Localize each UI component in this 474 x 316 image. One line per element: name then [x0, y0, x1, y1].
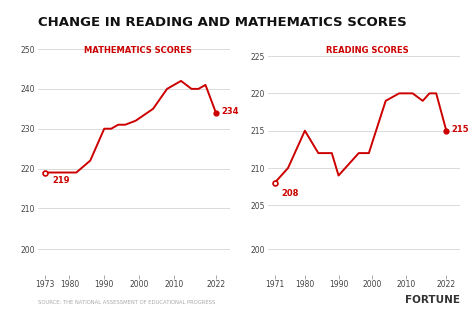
- Text: 219: 219: [52, 176, 69, 185]
- Text: 208: 208: [281, 189, 299, 198]
- Text: CHANGE IN READING AND MATHEMATICS SCORES: CHANGE IN READING AND MATHEMATICS SCORES: [38, 16, 407, 29]
- Text: READING SCORES: READING SCORES: [326, 46, 409, 55]
- Text: 234: 234: [221, 107, 239, 117]
- Text: MATHEMATICS SCORES: MATHEMATICS SCORES: [84, 46, 191, 55]
- Text: SOURCE: THE NATIONAL ASSESSMENT OF EDUCATIONAL PROGRESS: SOURCE: THE NATIONAL ASSESSMENT OF EDUCA…: [38, 300, 215, 305]
- Text: FORTUNE: FORTUNE: [405, 295, 460, 305]
- Text: 215: 215: [451, 125, 469, 134]
